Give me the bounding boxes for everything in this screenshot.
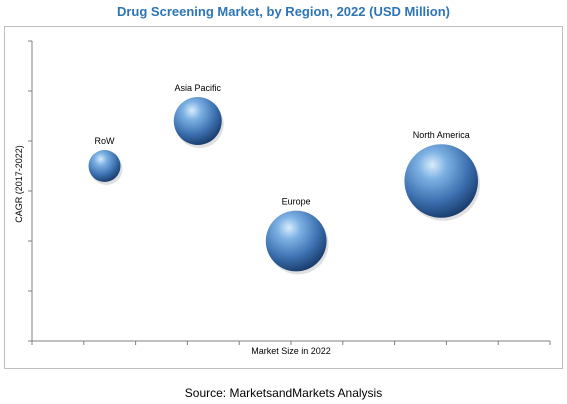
data-label: Asia Pacific	[174, 83, 221, 93]
data-label: RoW	[95, 136, 116, 146]
bubble-asia-pacific	[173, 97, 222, 145]
x-axis-label: Market Size in 2022	[251, 346, 331, 356]
data-label: Europe	[282, 197, 311, 207]
bubbles: RoW Asia Pacific Europe North America	[88, 83, 481, 275]
bubble-north-america	[404, 144, 479, 218]
source-note: Source: MarketsandMarkets Analysis	[184, 386, 383, 400]
chart-title: Drug Screening Market, by Region, 2022 (…	[116, 4, 450, 19]
axes	[28, 40, 551, 345]
chart-frame	[4, 26, 563, 369]
bubble-europe	[265, 210, 327, 272]
y-axis-label: CAGR (2017-2022)	[14, 145, 24, 223]
bubble-row	[88, 150, 121, 182]
data-label: North America	[413, 130, 470, 140]
